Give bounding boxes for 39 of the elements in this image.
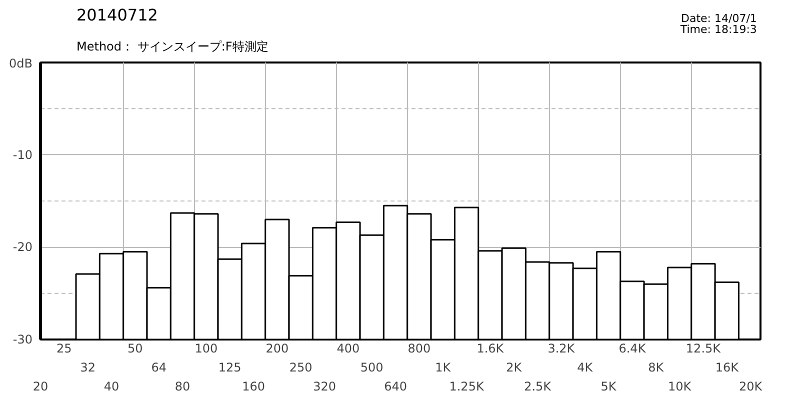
x-tick-label: 1.25K (449, 380, 485, 394)
x-tick-label: 4K (577, 360, 594, 374)
y-tick-label: -20 (12, 240, 33, 254)
x-tick-label: 1K (435, 360, 452, 374)
x-tick-label: 1.6K (476, 342, 505, 356)
y-tick-label: 0dB (9, 56, 32, 70)
text: Time: 18:19:3 (679, 23, 757, 36)
x-tick-label: 80 (174, 380, 190, 394)
chart-subtitle: Method： サインスイープ:F特測定 (76, 40, 268, 54)
x-tick-label: 320 (313, 380, 336, 394)
x-tick-label: 12.5K (686, 342, 722, 356)
x-tick-label: 800 (408, 342, 431, 356)
x-tick-label: 5K (600, 380, 618, 394)
x-tick-label: 20K (738, 380, 764, 394)
chart-title: 20140712 (76, 6, 158, 24)
text: Date: 14/07/1 (681, 12, 757, 25)
x-tick-label: 10K (668, 380, 692, 394)
x-tick-label: 25 (56, 342, 72, 356)
x-tick-label: 16K (715, 360, 740, 374)
x-tick-label: 250 (289, 360, 312, 374)
y-tick-label: -10 (12, 148, 33, 162)
x-tick-label: 125 (218, 360, 242, 374)
x-tick-label: 2K (506, 360, 523, 374)
x-tick-label: 500 (360, 360, 384, 374)
x-tick-label: 3.2K (548, 342, 576, 356)
x-tick-label: 40 (104, 380, 120, 394)
x-tick-label: 2.5K (524, 380, 552, 394)
x-tick-label: 100 (194, 342, 218, 356)
y-tick-label: -30 (12, 332, 33, 346)
x-tick-label: 8K (648, 360, 665, 374)
x-tick-label: 200 (266, 342, 289, 356)
x-tick-label: 32 (80, 360, 96, 374)
x-tick-label: 64 (151, 360, 166, 374)
x-tick-label: 50 (128, 342, 143, 356)
x-tick-label: 400 (336, 342, 360, 356)
x-tick-label: 20 (32, 380, 48, 394)
x-tick-label: 640 (384, 380, 407, 394)
x-tick-label: 6.4K (618, 342, 647, 356)
x-tick-label: 160 (242, 380, 265, 394)
